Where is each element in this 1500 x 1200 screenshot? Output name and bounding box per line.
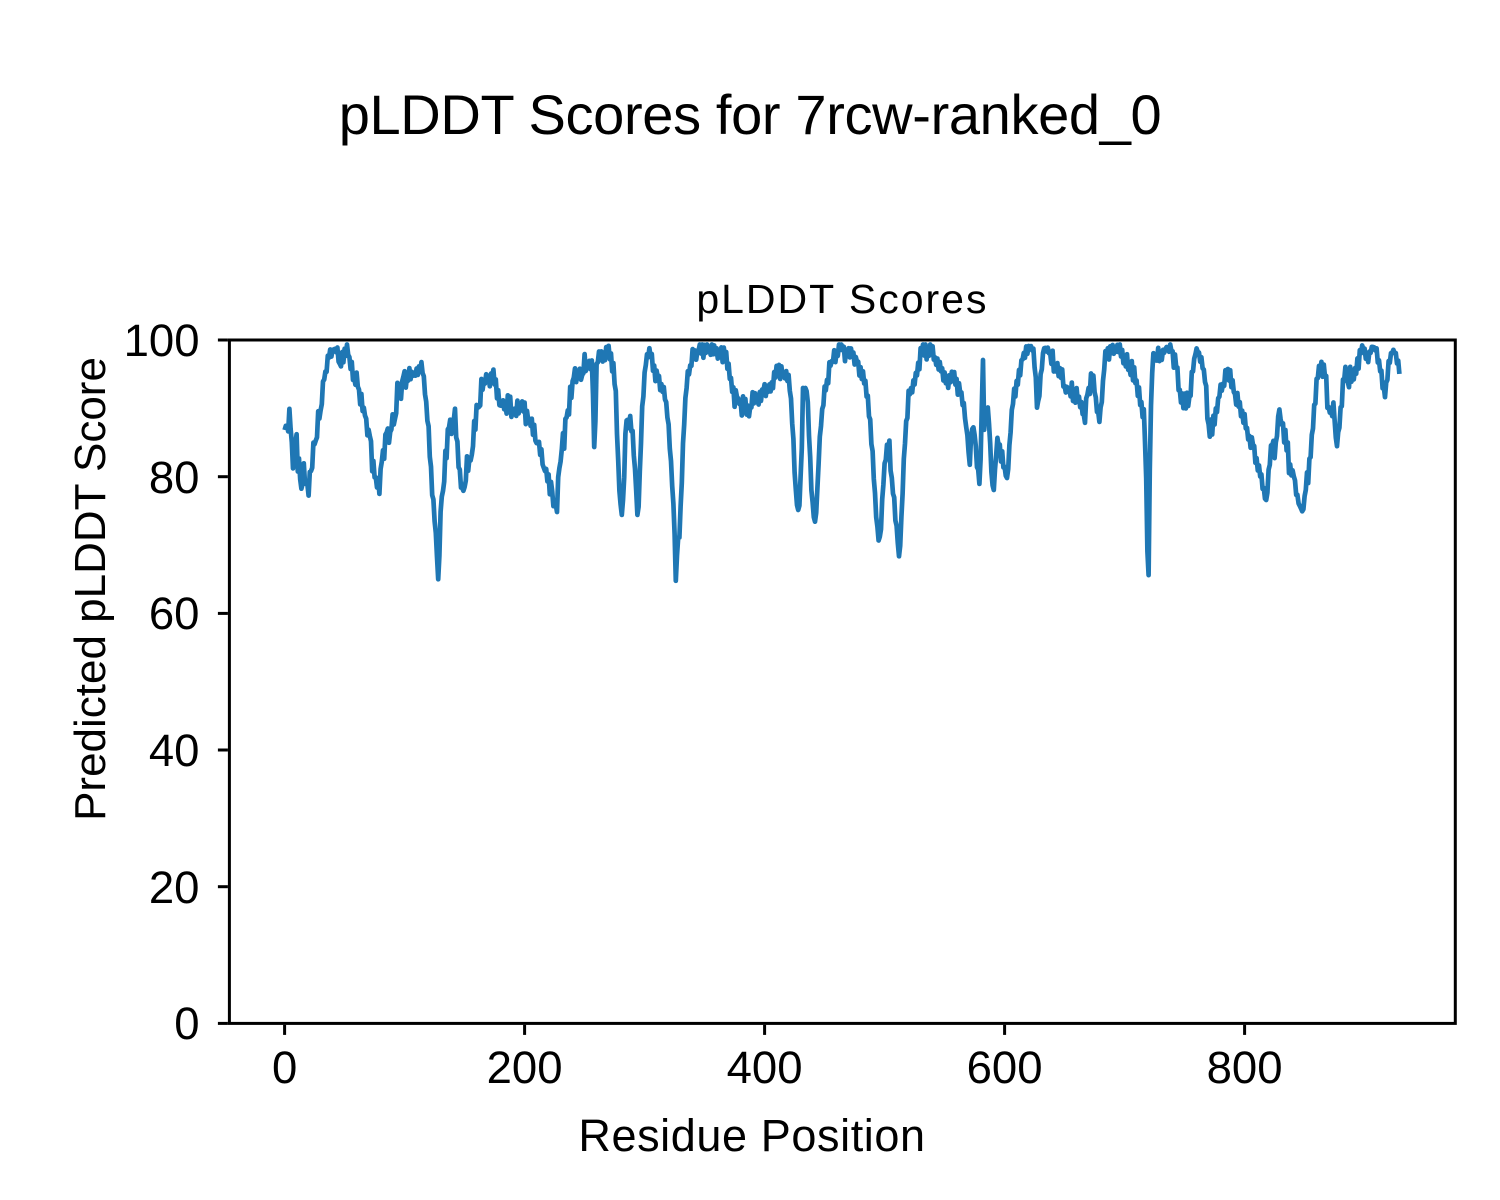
svg-text:Residue Position: Residue Position	[578, 1110, 925, 1161]
svg-text:0: 0	[272, 1042, 297, 1093]
svg-text:20: 20	[149, 862, 200, 913]
svg-text:400: 400	[727, 1042, 803, 1093]
svg-text:0: 0	[174, 998, 199, 1049]
svg-text:600: 600	[967, 1042, 1043, 1093]
svg-text:800: 800	[1207, 1042, 1283, 1093]
svg-text:pLDDT Scores: pLDDT Scores	[696, 276, 988, 322]
svg-text:Predicted pLDDT Score: Predicted pLDDT Score	[66, 357, 115, 821]
svg-text:40: 40	[149, 725, 200, 776]
svg-text:100: 100	[124, 315, 200, 366]
svg-text:80: 80	[149, 452, 200, 503]
svg-text:200: 200	[487, 1042, 563, 1093]
svg-text:60: 60	[149, 588, 200, 639]
svg-text:pLDDT Scores for 7rcw-ranked_0: pLDDT Scores for 7rcw-ranked_0	[339, 83, 1162, 146]
